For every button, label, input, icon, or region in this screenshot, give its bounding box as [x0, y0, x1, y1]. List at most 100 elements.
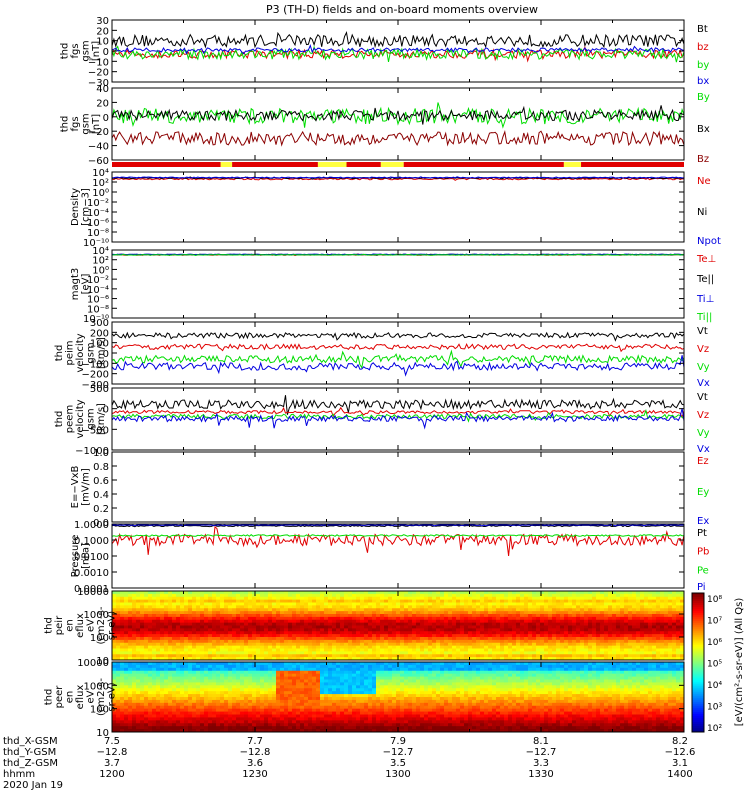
heatmap-cell — [300, 705, 305, 710]
heatmap-cell — [656, 657, 661, 661]
heatmap-cell — [504, 642, 509, 647]
heatmap-cell — [608, 645, 613, 649]
heatmap-cell — [168, 679, 173, 683]
heatmap-cell — [220, 593, 225, 598]
heatmap-cell — [212, 645, 217, 649]
heatmap-cell — [272, 708, 277, 712]
heatmap-cell — [160, 676, 165, 680]
heatmap-cell — [296, 648, 301, 652]
heatmap-cell — [532, 605, 537, 609]
heatmap-cell — [144, 599, 149, 603]
heatmap-cell — [296, 639, 301, 644]
heatmap-cell — [364, 625, 369, 629]
heatmap-cell — [256, 611, 261, 615]
heatmap-cell — [244, 593, 249, 598]
heatmap-cell — [556, 637, 561, 641]
heatmap-cell — [132, 602, 137, 606]
heatmap-cell — [180, 714, 185, 718]
heatmap-cell — [208, 720, 213, 724]
heatmap-cell — [168, 616, 173, 621]
heatmap-cell — [628, 605, 633, 609]
heatmap-cell — [276, 614, 281, 618]
heatmap-cell — [224, 711, 229, 715]
heatmap-cell — [496, 608, 501, 612]
heatmap-cell — [584, 602, 589, 606]
heatmap-cell — [420, 591, 425, 595]
heatmap-cell — [380, 616, 385, 621]
heatmap-cell — [232, 634, 237, 638]
heatmap-cell — [140, 593, 145, 598]
heatmap-cell — [644, 591, 649, 595]
heatmap-cell — [368, 596, 373, 601]
heatmap-cell — [576, 634, 581, 638]
heatmap-cell — [184, 619, 189, 624]
heatmap-cell — [652, 593, 657, 598]
heatmap-cell — [584, 625, 589, 629]
y-tick-label: 10⁻⁸ — [87, 228, 109, 239]
heatmap-cell — [264, 691, 269, 695]
heatmap-cell — [512, 634, 517, 638]
heatmap-cell — [404, 642, 409, 647]
heatmap-cell — [128, 679, 133, 683]
heatmap-cell — [268, 679, 273, 683]
heatmap-cell — [512, 616, 517, 621]
heatmap-cell — [428, 605, 433, 609]
heatmap-cell — [528, 602, 533, 606]
heatmap-cell — [232, 699, 237, 704]
heatmap-cell — [212, 673, 217, 677]
heatmap-cell — [292, 682, 297, 686]
heatmap-cell — [168, 729, 173, 733]
heatmap-cell — [276, 685, 281, 689]
heatmap-cell — [180, 614, 185, 618]
heatmap-cell — [572, 642, 577, 647]
heatmap-cell — [300, 729, 305, 733]
heatmap-cell — [132, 705, 137, 710]
heatmap-cell — [364, 596, 369, 601]
heatmap-cell — [360, 619, 365, 624]
heatmap-cell — [136, 717, 141, 721]
heatmap-cell — [452, 605, 457, 609]
heatmap-cell — [128, 714, 133, 718]
heatmap-cell — [468, 625, 473, 629]
heatmap-cell — [300, 654, 305, 658]
heatmap-cell — [148, 608, 153, 612]
heatmap-cell — [560, 634, 565, 638]
heatmap-cell — [640, 639, 645, 644]
heatmap-cell — [440, 596, 445, 601]
heatmap-cell — [380, 651, 385, 655]
heatmap-cell — [240, 673, 245, 677]
heatmap-cell — [608, 642, 613, 647]
heatmap-cell — [252, 705, 257, 710]
heatmap-cell — [256, 664, 261, 669]
heatmap-cell — [536, 591, 541, 595]
heatmap-cell — [152, 645, 157, 649]
heatmap-cell — [652, 657, 657, 661]
heatmap-cell — [256, 634, 261, 638]
heatmap-cell — [352, 605, 357, 609]
heatmap-cell — [584, 637, 589, 641]
heatmap-cell — [192, 679, 197, 683]
y-tick-label: 0.0100 — [74, 552, 109, 563]
heatmap-cell — [220, 599, 225, 603]
heatmap-cell — [220, 688, 225, 692]
heatmap-cell — [584, 639, 589, 644]
heatmap-cell — [444, 634, 449, 638]
heatmap-cell — [636, 622, 641, 626]
heatmap-cell — [292, 648, 297, 652]
heatmap-cell — [464, 628, 469, 632]
series-line-Vx — [111, 355, 685, 377]
heatmap-cell — [588, 642, 593, 647]
heatmap-cell — [420, 608, 425, 612]
heatmap-cell — [608, 599, 613, 603]
heatmap-cell — [572, 657, 577, 661]
heatmap-cell — [132, 711, 137, 715]
heatmap-cell — [332, 648, 337, 652]
heatmap-cell — [228, 593, 233, 598]
heatmap-cell — [404, 654, 409, 658]
heatmap-cell — [120, 634, 125, 638]
heatmap-cell — [368, 651, 373, 655]
heatmap-cell — [156, 596, 161, 601]
heatmap-cell — [632, 596, 637, 601]
heatmap-cell — [392, 625, 397, 629]
heatmap-cell — [476, 657, 481, 661]
